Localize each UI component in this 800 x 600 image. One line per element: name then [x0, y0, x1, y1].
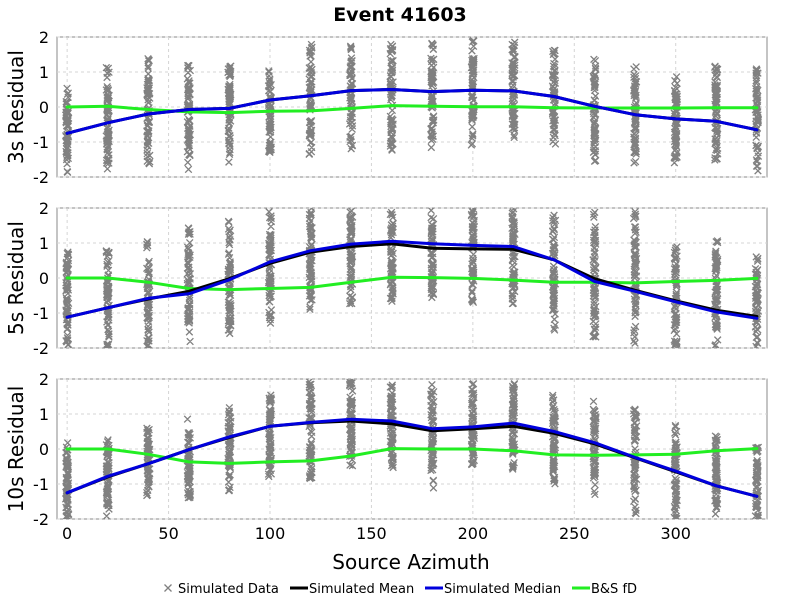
panel-1: -2 -1 0 1 2 3s Residual: [4, 28, 768, 187]
series-line-simulated-median: [65, 417, 759, 498]
y-axis-label: 5s Residual: [4, 221, 28, 335]
y-tick-label: -1: [33, 133, 49, 152]
simulated-data-points: [345, 42, 357, 153]
y-tick-label: -1: [33, 304, 49, 323]
plot-area: [62, 208, 763, 348]
legend: Simulated Data Simulated Mean Simulated Me…: [164, 582, 637, 597]
simulated-data-points: [629, 208, 641, 347]
legend-item: Simulated Median: [425, 582, 561, 597]
series-line-simulated-median: [65, 239, 759, 320]
simulated-data-points: [386, 40, 397, 154]
legend-label: Simulated Mean: [309, 582, 414, 597]
simulated-data-points: [711, 237, 722, 348]
y-axis-label: 10s Residual: [4, 386, 28, 513]
y-tick-label: -2: [33, 168, 49, 187]
x-tick-label: 50: [158, 524, 178, 543]
legend-label: Simulated Median: [444, 582, 561, 597]
simulated-data-points: [102, 63, 113, 173]
simulated-data-points: [589, 55, 600, 165]
simulated-data-points: [183, 224, 195, 346]
simulated-data-points: [224, 62, 235, 166]
y-tick-label: 1: [39, 63, 49, 82]
simulated-data-points: [427, 39, 438, 152]
y-tick-label: -2: [33, 510, 49, 529]
y-tick-label: 2: [39, 199, 49, 218]
y-tick-label: 2: [39, 28, 49, 47]
legend-label: Simulated Data: [178, 582, 279, 597]
legend-marker-icon: [164, 584, 172, 592]
series-line-b-s-fd: [65, 447, 759, 465]
x-tick-label: 150: [356, 524, 387, 543]
simulated-data-points: [264, 391, 276, 481]
x-tick-label: 100: [255, 524, 286, 543]
legend-label: B&S fD: [591, 582, 637, 597]
panel-2: -2 -1 0 1 2 5s Residual: [4, 199, 768, 358]
simulated-data-points: [264, 208, 276, 327]
simulated-data-points: [143, 424, 154, 500]
simulated-data-points: [548, 211, 560, 334]
plot-area: [61, 37, 763, 177]
simulated-data-points: [305, 40, 316, 159]
y-axis-label: 3s Residual: [4, 50, 28, 164]
series-line-simulated-median: [65, 88, 759, 135]
x-tick-label: 250: [559, 524, 590, 543]
legend-item: Simulated Mean: [290, 582, 414, 597]
series-line-b-s-fd: [65, 275, 759, 292]
simulated-data-points: [386, 381, 397, 472]
legend-item: Simulated Data: [164, 582, 279, 597]
simulated-data-points: [467, 37, 478, 149]
y-tick-label: 2: [39, 370, 49, 389]
simulated-data-points: [224, 217, 235, 338]
y-tick-label: -2: [33, 339, 49, 358]
y-tick-label: 1: [39, 405, 49, 424]
chart-title: Event 41603: [333, 4, 467, 26]
y-tick-label: 1: [39, 234, 49, 253]
y-tick-label: -1: [33, 475, 49, 494]
simulated-data-points: [711, 432, 722, 518]
y-tick-label: 0: [39, 269, 49, 288]
legend-item: B&S fD: [572, 582, 637, 597]
simulated-data-points: [467, 208, 478, 306]
simulated-data-points: [427, 380, 438, 492]
plot-area: [61, 379, 763, 519]
x-tick-label: 0: [62, 524, 72, 543]
simulated-data-points: [345, 379, 357, 470]
panel-3: -2 -1 0 1 2 10s Residual 0 50 100 150 200 250 300: [4, 370, 768, 543]
y-tick-label: 0: [39, 98, 49, 117]
simulated-data-points: [508, 208, 519, 308]
simulated-data-points: [751, 253, 763, 348]
x-tick-label: 300: [660, 524, 691, 543]
simulated-data-points: [102, 247, 113, 348]
x-axis-label: Source Azimuth: [332, 550, 489, 574]
x-tick-label: 200: [458, 524, 489, 543]
y-tick-label: 0: [39, 440, 49, 459]
panels: -2 -1 0 1 2 3s Residual -2 -1 0 1 2 5s Residual -2 -1…: [4, 28, 768, 543]
